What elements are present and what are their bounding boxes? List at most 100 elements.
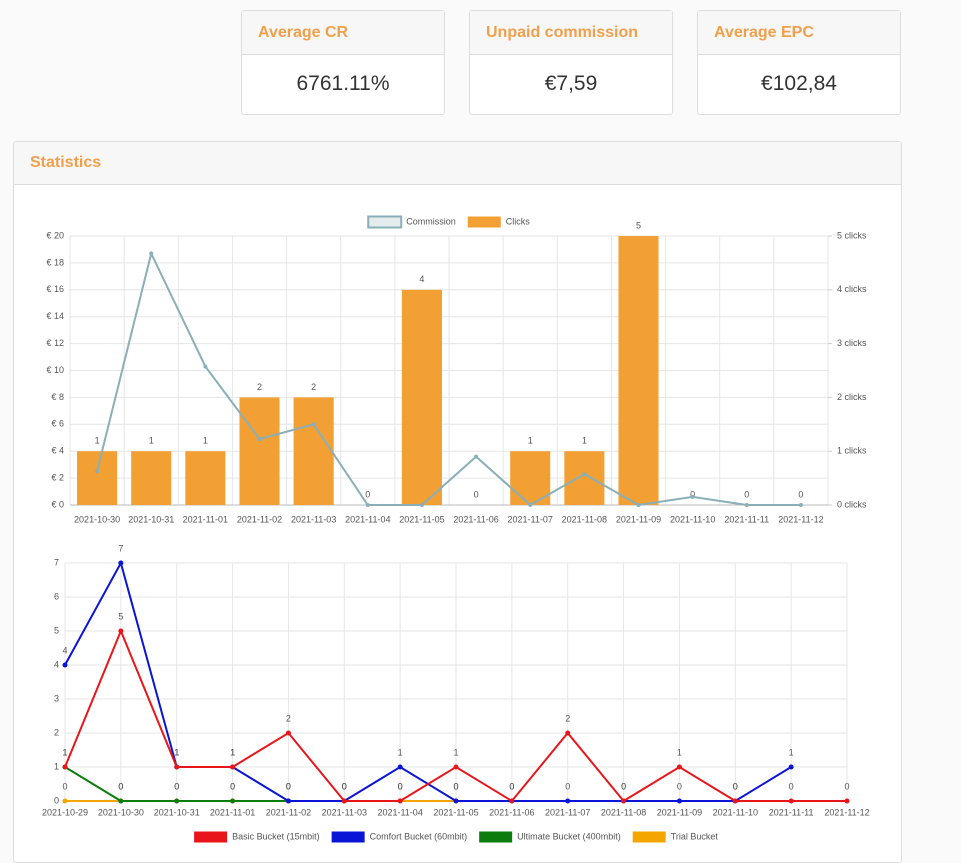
data-label: 5 (636, 220, 641, 230)
y-tick-label: € 10 (46, 365, 64, 375)
data-label: 0 (453, 781, 458, 791)
point (732, 798, 738, 804)
y-tick-label: 5 (54, 625, 59, 635)
x-tick-label: 2021-10-30 (74, 514, 120, 524)
y-tick-label: 3 (54, 693, 59, 703)
x-tick-label: 2021-11-06 (489, 807, 534, 817)
point (453, 798, 459, 804)
data-label: 4 (419, 274, 424, 284)
point (62, 662, 68, 668)
point (844, 798, 850, 804)
point (174, 764, 180, 770)
x-tick-label: 2021-11-09 (657, 807, 702, 817)
data-label: 0 (118, 781, 123, 791)
point (636, 503, 641, 507)
y-tick-label: € 16 (46, 284, 64, 294)
y-tick-label: € 6 (51, 419, 64, 429)
data-label: 0 (453, 781, 458, 791)
data-label: 5 (118, 611, 123, 621)
bar (293, 397, 334, 505)
y-tick-label: € 14 (46, 311, 64, 321)
data-label: 1 (62, 747, 67, 757)
x-tick-label: 2021-11-01 (183, 514, 228, 524)
point (621, 798, 627, 804)
point (788, 798, 794, 804)
data-label: 1 (230, 747, 235, 757)
card-title: Average CR (242, 11, 444, 55)
data-label: 0 (365, 489, 370, 499)
y-tick-label: 2 clicks (837, 392, 867, 402)
point (365, 503, 370, 507)
y-tick-label: € 12 (46, 338, 64, 348)
point (582, 472, 587, 477)
data-label: 0 (509, 781, 514, 791)
x-tick-label: 2021-11-10 (713, 807, 758, 817)
card: Unpaid commission €7,59 (469, 10, 673, 115)
card-value: €7,59 (544, 72, 598, 95)
point (311, 422, 316, 427)
y-tick-label: 0 (54, 795, 59, 805)
x-tick-label: 2021-11-11 (769, 807, 814, 817)
point (676, 764, 682, 770)
bar (510, 451, 551, 505)
point (341, 798, 347, 804)
point (453, 764, 459, 770)
legend-label: Ultimate Bucket (400mbit) (517, 831, 621, 841)
point (690, 494, 695, 499)
data-label: 0 (286, 781, 291, 791)
data-label: 1 (95, 436, 100, 446)
panel-title: Statistics (14, 142, 901, 185)
point (118, 628, 124, 634)
x-tick-label: 2021-11-03 (322, 807, 367, 817)
bar (564, 451, 605, 505)
data-label: 1 (203, 436, 208, 446)
legend-swatch (479, 831, 513, 843)
point (474, 454, 479, 459)
card-title: Unpaid commission (470, 11, 672, 55)
point (509, 798, 515, 804)
point (230, 764, 236, 770)
bar (77, 451, 118, 505)
data-label: 0 (62, 781, 67, 791)
point (174, 798, 180, 804)
data-label: 0 (230, 781, 235, 791)
point (203, 364, 208, 369)
point (676, 798, 682, 804)
legend-label: Trial Bucket (671, 831, 719, 841)
y-tick-label: € 8 (51, 392, 64, 402)
card-value: 6761.11% (296, 72, 390, 95)
x-tick-label: 2021-11-05 (399, 514, 444, 524)
data-label: 1 (582, 436, 587, 446)
y-tick-label: 4 clicks (837, 284, 867, 294)
y-tick-label: 3 clicks (837, 338, 867, 348)
y-tick-label: 1 clicks (837, 446, 867, 456)
legend-swatch (331, 831, 365, 843)
x-tick-label: 2021-11-09 (616, 514, 661, 524)
point (95, 469, 100, 474)
x-tick-label: 2021-11-01 (210, 807, 255, 817)
point (285, 798, 291, 804)
data-label: 0 (733, 781, 738, 791)
y-tick-label: € 4 (51, 446, 64, 456)
x-tick-label: 2021-11-11 (724, 514, 769, 524)
data-label: 1 (398, 747, 403, 757)
x-tick-label: 2021-11-07 (508, 514, 553, 524)
data-label: 2 (311, 382, 316, 392)
data-label: 4 (62, 645, 67, 655)
y-tick-label: 0 clicks (837, 499, 867, 509)
data-label: 1 (789, 747, 794, 757)
data-label: 0 (174, 781, 179, 791)
card: Average EPC €102,84 (697, 10, 901, 115)
data-label: 1 (174, 747, 179, 757)
point (528, 503, 533, 507)
x-tick-label: 2021-10-29 (42, 807, 88, 817)
data-label: 0 (230, 781, 235, 791)
data-label: 0 (286, 781, 291, 791)
y-tick-label: € 20 (46, 230, 64, 240)
bar (239, 397, 280, 505)
point (565, 730, 571, 736)
x-tick-label: 2021-11-12 (778, 514, 823, 524)
x-tick-label: 2021-11-03 (291, 514, 336, 524)
x-tick-label: 2021-11-07 (545, 807, 590, 817)
